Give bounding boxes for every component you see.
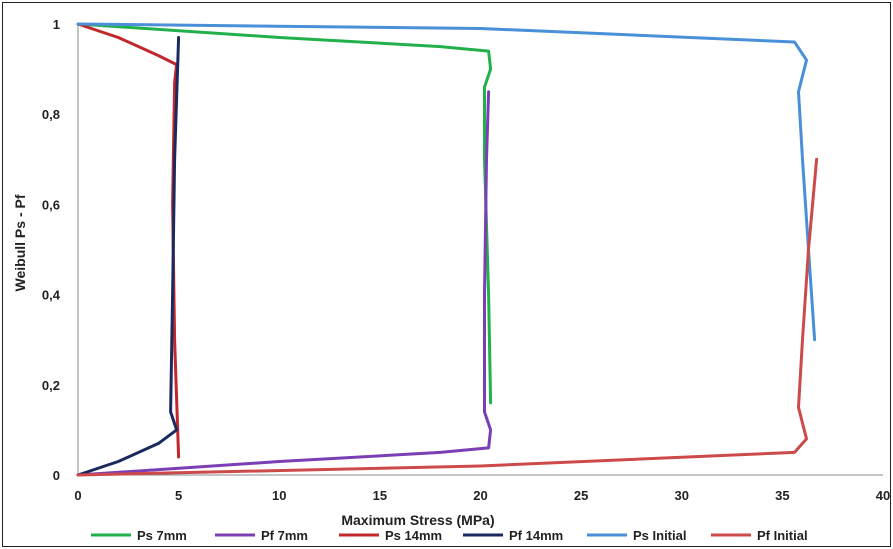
series-line-pf-initial [76,157,819,477]
axes-layer: 0 5 10 15 20 25 30 35 40 0 0,2 0,4 0,6 0,8 1 [42,17,890,503]
series-layer [76,22,819,477]
y-tick-label: 0,2 [42,378,60,393]
x-tick-label: 15 [373,488,387,503]
legend-label: Ps 7mm [137,528,187,543]
x-tick-label: 0 [74,488,81,503]
series-line-ps-7mm [76,22,493,405]
legend-label: Pf 7mm [261,528,308,543]
legend-label: Pf Initial [757,528,808,543]
y-tick-label: 1 [53,17,60,32]
legend-layer: Ps 7mm Pf 7mm Ps 14mm Pf 14mm Ps Initial Pf I… [91,528,808,543]
x-tick-label: 35 [775,488,789,503]
x-axis-title: Maximum Stress (MPa) [341,512,494,528]
y-tick-label: 0,4 [42,288,61,303]
x-tick-label: 5 [175,488,182,503]
series-line-pf-7mm [76,90,493,477]
legend-label: Ps 14mm [385,528,442,543]
y-tick-label: 0,8 [42,107,60,122]
series-line-pf-14mm [76,36,181,477]
y-tick-label: 0,6 [42,197,60,212]
x-tick-label: 10 [272,488,286,503]
x-tick-label: 40 [876,488,890,503]
series-line-ps-14mm [76,22,181,459]
legend-label: Pf 14mm [509,528,563,543]
y-axis-title: Weibull Ps - Pf [12,194,28,291]
x-tick-label: 20 [473,488,487,503]
series-line-ps-initial [76,22,817,342]
weibull-chart: 0 5 10 15 20 25 30 35 40 0 0,2 0,4 0,6 0,8 1 Ps 7mm Pf … [12,17,890,543]
x-tick-label: 25 [574,488,588,503]
y-tick-label: 0 [53,468,60,483]
x-tick-label: 30 [675,488,689,503]
legend-label: Ps Initial [633,528,686,543]
